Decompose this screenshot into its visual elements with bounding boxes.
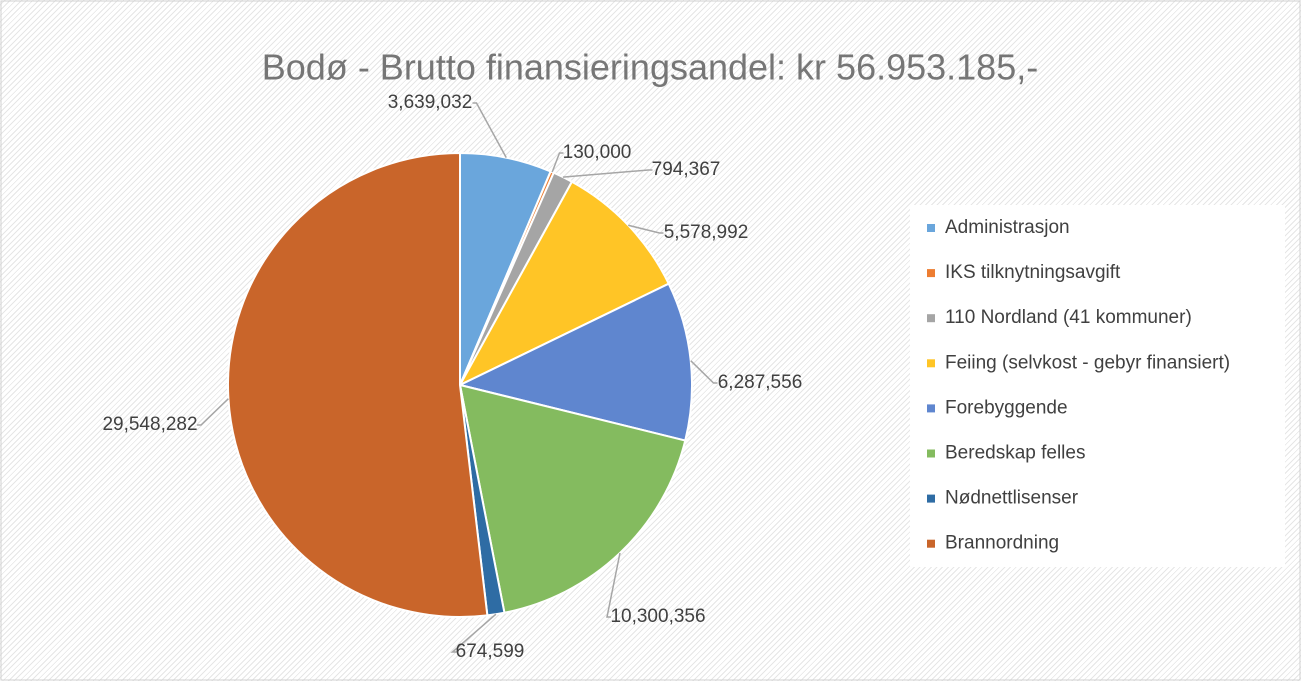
- legend-marker: [927, 494, 935, 503]
- data-label: 5,578,992: [664, 222, 749, 243]
- data-label: 10,300,356: [610, 606, 705, 627]
- legend-label: IKS tilknytningsavgift: [945, 262, 1121, 283]
- data-label: 794,367: [652, 159, 721, 180]
- leader-line: [690, 360, 718, 384]
- legend-label: Feiing (selvkost - gebyr finansiert): [945, 352, 1230, 373]
- pie-slice: [457, 282, 693, 442]
- leader-line: [562, 169, 653, 178]
- leader-line: [472, 102, 507, 159]
- data-label: 130,000: [563, 142, 632, 163]
- legend-marker: [927, 404, 935, 413]
- legend-marker: [927, 359, 935, 368]
- chart-title: Bodø - Brutto finansieringsandel: kr 56.…: [262, 47, 1038, 88]
- data-label: 674,599: [456, 641, 525, 662]
- leader-line: [450, 613, 497, 653]
- legend-label: Administrasjon: [945, 217, 1070, 238]
- pie-slice: [458, 383, 687, 614]
- legend-label: Forebyggende: [945, 397, 1068, 418]
- legend-label: Brannordning: [945, 533, 1059, 554]
- leader-line: [551, 152, 564, 173]
- leader-line: [628, 224, 664, 234]
- leader-line: [606, 552, 621, 618]
- legend-box: [910, 205, 1285, 567]
- legend-marker: [927, 269, 935, 278]
- pie-slice: [227, 151, 489, 618]
- data-label: 3,639,032: [388, 92, 473, 113]
- data-label: 6,287,556: [718, 372, 803, 393]
- legend-marker: [927, 224, 935, 232]
- leader-line: [197, 398, 229, 426]
- legend-label: Nødnettlisenser: [945, 488, 1079, 509]
- legend-marker: [927, 539, 935, 548]
- data-label: 29,548,282: [102, 414, 197, 435]
- legend-label: Beredskap felles: [945, 443, 1085, 464]
- legend-label: 110 Nordland (41 kommuner): [945, 307, 1192, 328]
- legend-marker: [927, 314, 935, 323]
- legend-marker: [927, 449, 935, 458]
